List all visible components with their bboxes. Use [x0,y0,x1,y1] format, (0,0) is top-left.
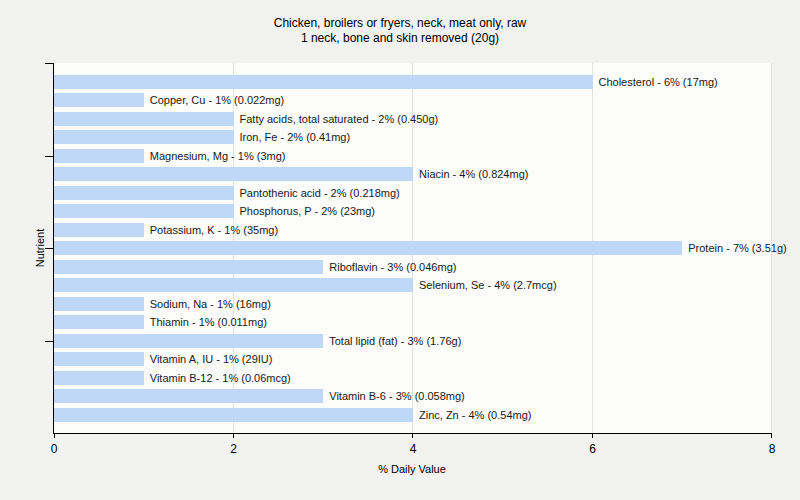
bar-label: Vitamin B-6 - 3% (0.058mg) [329,390,465,402]
bar-label: Potassium, K - 1% (35mg) [150,224,278,236]
bar-riboflavin [54,260,323,274]
x-axis-tick-label: 4 [410,442,417,456]
nutrition-chart-page: { "title": { "line1": "Chicken, broilers… [0,0,800,500]
bar-label: Pantothenic acid - 2% (0.218mg) [240,187,400,199]
x-axis-tick [771,433,772,438]
bar-label: Zinc, Zn - 4% (0.54mg) [419,409,531,421]
x-axis-tick-label: 8 [769,442,776,456]
x-axis-label: % Daily Value [53,463,771,475]
chart-title: Chicken, broilers or fryers, neck, meat … [0,16,800,46]
bar-label: Selenium, Se - 4% (2.7mcg) [419,279,557,291]
y-axis-tick [45,156,53,157]
bar-vitamin-a-iu [54,352,144,366]
bar-label: Iron, Fe - 2% (0.41mg) [240,131,351,143]
x-axis-tick [592,433,593,438]
bar-row: Sodium, Na - 1% (16mg) [54,297,772,311]
bar-row: Iron, Fe - 2% (0.41mg) [54,130,772,144]
chart-title-line1: Chicken, broilers or fryers, neck, meat … [0,16,800,31]
bar-row: Vitamin B-6 - 3% (0.058mg) [54,389,772,403]
x-axis-tick [54,433,55,438]
bar-total-lipid-fat- [54,334,323,348]
bar-cholesterol [54,75,593,89]
bar-row: Selenium, Se - 4% (2.7mcg) [54,278,772,292]
bar-row: Zinc, Zn - 4% (0.54mg) [54,408,772,422]
bar-row: Vitamin B-12 - 1% (0.06mcg) [54,371,772,385]
bar-label: Riboflavin - 3% (0.046mg) [329,261,456,273]
bar-label: Sodium, Na - 1% (16mg) [150,298,271,310]
bar-protein [54,241,682,255]
bar-row: Vitamin A, IU - 1% (29IU) [54,352,772,366]
bar-iron-fe [54,130,234,144]
bar-row: Niacin - 4% (0.824mg) [54,167,772,181]
bar-row: Protein - 7% (3.51g) [54,241,772,255]
x-axis-tick-label: 2 [230,442,237,456]
plot-area: Cholesterol - 6% (17mg) Copper, Cu - 1% (… [53,63,772,434]
bar-label: Niacin - 4% (0.824mg) [419,168,528,180]
bar-label: Vitamin A, IU - 1% (29IU) [150,353,273,365]
bar-label: Cholesterol - 6% (17mg) [599,76,718,88]
bar-niacin [54,167,413,181]
bar-label: Copper, Cu - 1% (0.022mg) [150,94,285,106]
bar-magnesium-mg [54,149,144,163]
x-axis-tick [412,433,413,438]
bar-potassium-k [54,223,144,237]
bar-label: Vitamin B-12 - 1% (0.06mcg) [150,372,291,384]
bar-label: Fatty acids, total saturated - 2% (0.450… [240,113,439,125]
bar-row: Thiamin - 1% (0.011mg) [54,315,772,329]
y-axis-tick [45,341,53,342]
bar-vitamin-b-6 [54,389,323,403]
bar-row: Potassium, K - 1% (35mg) [54,223,772,237]
bar-fatty-acids-total-saturated [54,112,234,126]
bar-phosphorus-p [54,204,234,218]
bar-row: Copper, Cu - 1% (0.022mg) [54,93,772,107]
bar-vitamin-b-12 [54,371,144,385]
bar-pantothenic-acid [54,186,234,200]
y-axis-tick [45,248,53,249]
bar-label: Phosphorus, P - 2% (23mg) [240,205,376,217]
bar-label: Protein - 7% (3.51g) [688,242,786,254]
bar-label: Magnesium, Mg - 1% (3mg) [150,150,286,162]
bar-row: Fatty acids, total saturated - 2% (0.450… [54,112,772,126]
chart-title-line2: 1 neck, bone and skin removed (20g) [0,31,800,46]
bar-thiamin [54,315,144,329]
bar-selenium-se [54,278,413,292]
x-axis-tick [233,433,234,438]
bar-row: Pantothenic acid - 2% (0.218mg) [54,186,772,200]
bar-label: Thiamin - 1% (0.011mg) [150,316,267,328]
bar-copper-cu [54,93,144,107]
bar-row: Riboflavin - 3% (0.046mg) [54,260,772,274]
bar-label: Total lipid (fat) - 3% (1.76g) [329,335,461,347]
x-axis-tick-label: 0 [51,442,58,456]
bar-row: Cholesterol - 6% (17mg) [54,75,772,89]
bar-row: Total lipid (fat) - 3% (1.76g) [54,334,772,348]
bar-zinc-zn [54,408,413,422]
bar-row: Magnesium, Mg - 1% (3mg) [54,149,772,163]
x-axis-tick-label: 6 [589,442,596,456]
bar-row: Phosphorus, P - 2% (23mg) [54,204,772,218]
bar-sodium-na [54,297,144,311]
y-axis-tick [45,63,53,64]
